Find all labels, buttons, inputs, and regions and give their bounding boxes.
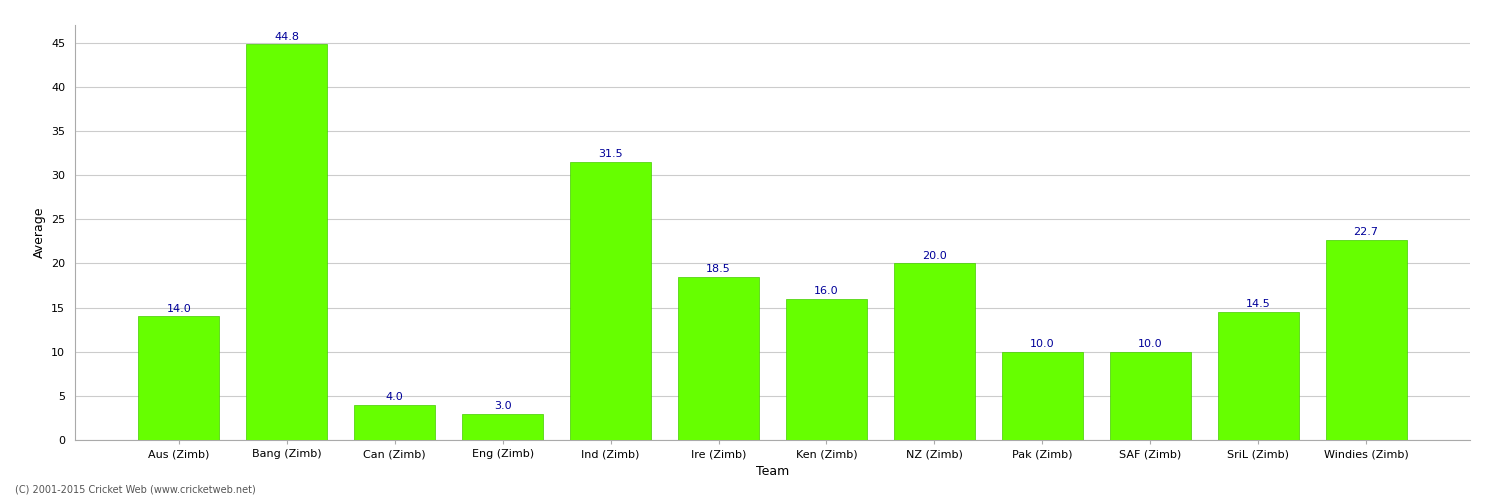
Text: (C) 2001-2015 Cricket Web (www.cricketweb.net): (C) 2001-2015 Cricket Web (www.cricketwe…	[15, 485, 255, 495]
Bar	[786, 298, 867, 440]
Bar	[1110, 352, 1191, 440]
Bar	[1218, 312, 1299, 440]
Bar	[462, 414, 543, 440]
X-axis label: Team: Team	[756, 464, 789, 477]
Y-axis label: Average: Average	[33, 207, 45, 258]
Text: 10.0: 10.0	[1030, 339, 1054, 349]
Text: 4.0: 4.0	[386, 392, 404, 402]
Bar	[354, 404, 435, 440]
Bar	[894, 264, 975, 440]
Bar	[1326, 240, 1407, 440]
Text: 18.5: 18.5	[706, 264, 730, 274]
Text: 14.5: 14.5	[1246, 300, 1270, 310]
Text: 14.0: 14.0	[166, 304, 192, 314]
Text: 16.0: 16.0	[815, 286, 839, 296]
Bar	[1002, 352, 1083, 440]
Bar	[678, 276, 759, 440]
Text: 44.8: 44.8	[274, 32, 300, 42]
Bar	[246, 44, 327, 440]
Text: 3.0: 3.0	[494, 401, 512, 411]
Text: 31.5: 31.5	[598, 149, 622, 159]
Text: 10.0: 10.0	[1138, 339, 1162, 349]
Bar	[570, 162, 651, 440]
Bar	[138, 316, 219, 440]
Text: 20.0: 20.0	[922, 251, 946, 261]
Text: 22.7: 22.7	[1353, 227, 1378, 237]
